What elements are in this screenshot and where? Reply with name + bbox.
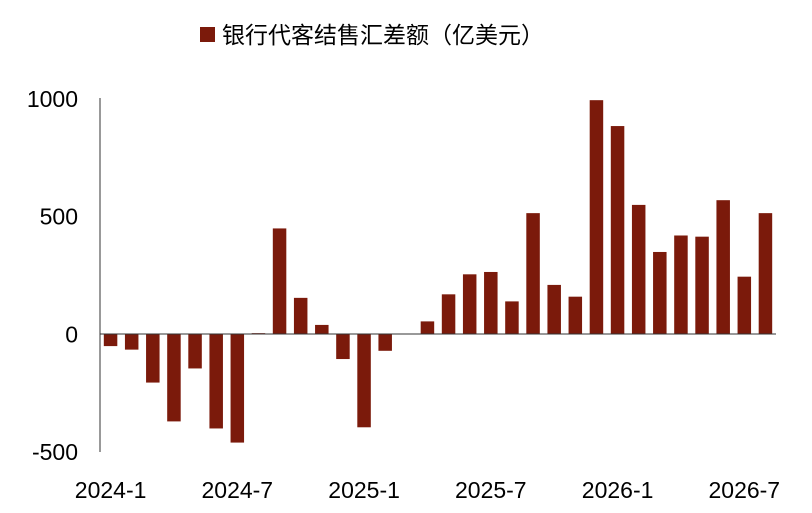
legend-swatch	[200, 27, 215, 42]
legend-label: 银行代客结售汇差额（亿美元）	[222, 23, 544, 49]
bar-2024-5	[188, 334, 202, 369]
bar-2026-2	[631, 204, 646, 335]
bar-2024-6	[209, 334, 223, 429]
bar-2025-9	[526, 213, 540, 335]
bar-2025-10	[547, 284, 561, 335]
x-tick-label: 2024-1	[75, 477, 147, 503]
bar-2026-1	[610, 126, 625, 335]
bar-2026-8	[758, 213, 773, 335]
legend: 银行代客结售汇差额（亿美元）	[200, 23, 544, 49]
y-tick-label: 1000	[27, 86, 78, 112]
bar-2024-9	[272, 228, 287, 335]
y-tick-label: 500	[40, 204, 78, 230]
y-tick-labels: -500 0 500 1000	[27, 86, 78, 465]
y-tick-label: 0	[65, 321, 78, 347]
bar-2025-2	[378, 334, 392, 351]
x-tick-label: 2025-7	[455, 477, 527, 503]
bar-2024-4	[167, 334, 181, 422]
bar-2024-3	[146, 334, 160, 383]
bar-2024-10	[293, 297, 308, 335]
bar-2025-4	[420, 321, 435, 335]
bar-2024-1	[103, 334, 118, 347]
bar-2026-5	[695, 236, 709, 335]
bar-2025-7	[484, 271, 498, 335]
bar-2025-6	[462, 274, 477, 335]
bar-2025-8	[505, 301, 519, 335]
bar-2025-12	[589, 100, 604, 335]
bar-2026-6	[716, 200, 730, 335]
x-tick-label: 2025-1	[328, 477, 400, 503]
y-tick-label: -500	[32, 439, 78, 465]
bar-2025-11	[568, 296, 583, 335]
x-tick-label: 2024-7	[201, 477, 273, 503]
bars	[103, 100, 773, 443]
x-tick-label: 2026-7	[708, 477, 780, 503]
bar-2025-5	[441, 294, 456, 335]
bar-2026-4	[674, 235, 688, 335]
bar-2026-3	[653, 251, 667, 335]
bar-2024-12	[336, 334, 350, 360]
x-tick-label: 2026-1	[582, 477, 654, 503]
bar-2026-7	[737, 276, 752, 335]
bar-2024-11	[315, 324, 329, 335]
bar-2024-2	[124, 334, 139, 350]
bar-2025-1	[357, 334, 371, 428]
x-tick-labels: 2024-1 2024-7 2025-1 2025-7 2026-1 2026-7	[75, 477, 780, 503]
bar-2024-7	[230, 334, 245, 443]
